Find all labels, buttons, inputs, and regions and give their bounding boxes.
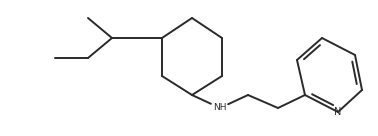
Text: N: N (334, 107, 342, 117)
Text: NH: NH (213, 103, 227, 112)
